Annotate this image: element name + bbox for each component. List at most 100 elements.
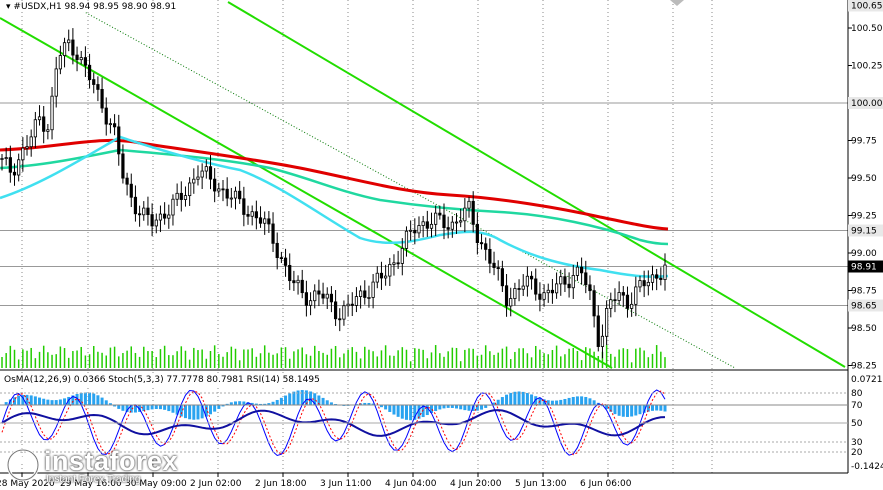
candle-body [183,195,188,200]
candle-body [392,262,396,265]
osma-bar [421,405,425,418]
osma-bar [96,395,100,406]
candle-body [592,290,596,317]
osma-bar [467,405,471,411]
osma-bar [79,392,83,406]
price-label-box [848,0,883,12]
candle-body [25,146,29,149]
candle-body [596,315,600,347]
osma-bar [38,397,42,406]
osma-bar [404,405,408,420]
osma-bar [25,394,29,406]
candle-body [609,299,613,309]
candle-body [613,299,617,302]
osma-bar [179,405,183,417]
osma-bar [575,396,579,406]
osma-bar [642,405,646,413]
trend-channel[interactable] [0,1,846,369]
candle-body [346,303,350,307]
candle-body [179,192,183,200]
candle-body [62,42,67,56]
price-tick-label: 98.75 [851,287,877,297]
candle-body [509,298,513,307]
osma-bar [513,391,517,406]
candle-body [534,278,538,295]
osma-bar [171,405,175,413]
osma-bar [175,405,179,415]
osma-bar [154,405,158,409]
osma-bar [463,405,467,411]
osma-bar [530,394,534,406]
osma-bar [542,399,546,406]
candle-body [542,292,546,300]
candle-body [129,183,133,198]
osma-bar [21,394,25,406]
osma-bar [158,405,162,410]
osma-bar [4,402,8,406]
osma-bar [188,405,192,420]
osma-bar [271,401,275,406]
candle-body [17,159,21,176]
instaforex-logo-icon [6,448,40,482]
osma-bar [92,393,96,406]
candle-body [492,262,496,268]
price-tick-label: 100.25 [851,62,883,72]
candle-body [404,230,409,249]
candle-body [488,248,492,264]
ma-red-line [0,138,669,231]
logo-name: instaforex [44,446,179,476]
osma-bar [505,394,509,406]
candle-body [459,220,463,223]
scroll-marker-icon[interactable] [670,0,684,6]
osma-bar [655,405,659,411]
osma-bar [8,399,12,406]
candle-body [354,296,359,306]
candlesticks [0,28,667,359]
osma-bar [100,397,104,406]
candle-body [233,190,238,199]
osma-bar [75,393,79,406]
time-label: 30 May 09:00 [125,479,187,489]
osma-bar [617,405,621,416]
candle-body [471,200,475,225]
candle-body [67,39,71,44]
osma-bar [183,405,187,419]
price-tick-label: 98.25 [851,362,877,372]
candle-body [479,242,484,245]
osma-bar [13,397,17,406]
candle-body [325,293,329,299]
candle-body [375,272,379,283]
osma-bar [29,395,33,406]
indicator-header: OsMA(12,26,9) 0.0366 Stoch(5,3,3) 77.777… [2,375,322,385]
time-label: 5 Jun 13:00 [515,479,567,489]
candle-body [83,57,87,66]
candle-body [308,300,313,306]
candle-body [650,274,655,283]
osma-bar [50,400,54,406]
osma-bar [388,405,392,412]
osma-bar [200,405,204,419]
candle-body [429,223,434,229]
candle-body [171,198,175,216]
osma-bar [213,405,217,412]
osma-bar [563,398,567,406]
candle-body [621,292,625,296]
candle-body [584,272,588,286]
candle-body [267,218,271,225]
candle-body [442,214,446,228]
instaforex-logo: instaforex Instant Forex Trading [4,446,179,486]
chart-grid [21,0,713,473]
price-tick-label: 99.50 [851,174,877,184]
osma-bar [646,405,650,412]
osma-bar [417,405,421,419]
osma-bar [67,396,71,406]
osma-bar [459,405,463,410]
osma-bar [396,405,400,417]
price-tick-label: 99.00 [851,249,877,259]
time-label: 3 Jun 11:00 [320,479,372,489]
osma-bar [88,392,92,406]
candle-body [121,153,125,179]
candle-body [0,158,4,160]
candle-body [275,242,279,259]
